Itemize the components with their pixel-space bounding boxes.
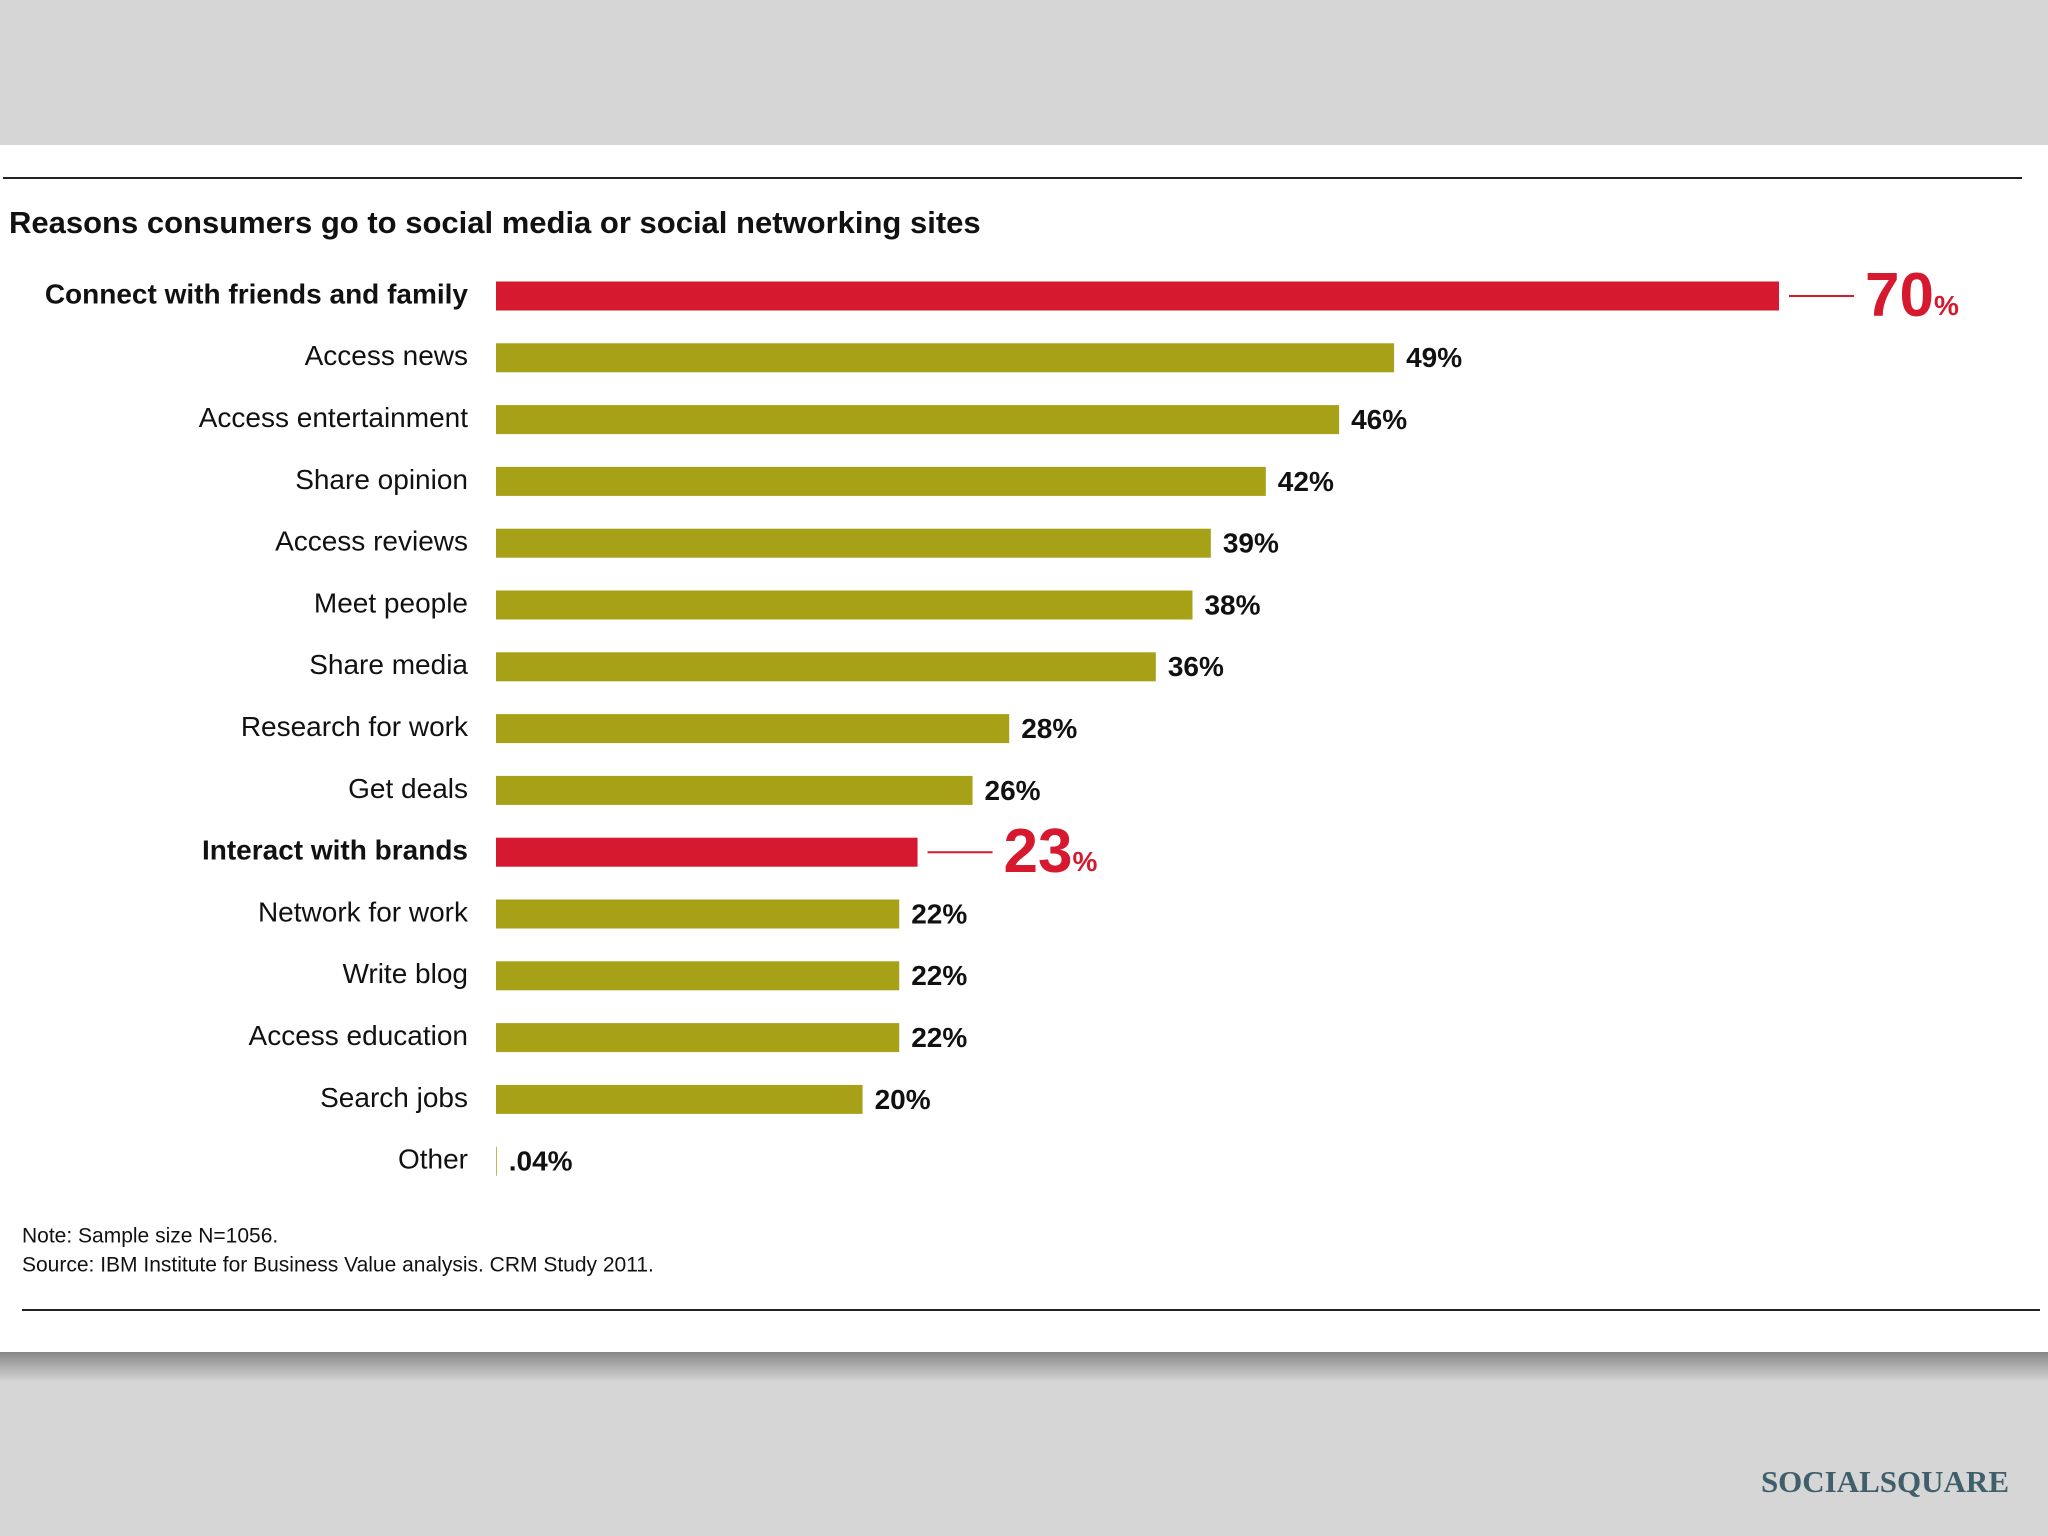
bar	[496, 343, 1395, 373]
category-label: Access news	[305, 340, 468, 371]
bar	[496, 466, 1266, 496]
category-label: Access entertainment	[199, 402, 468, 433]
value-label: 39%	[1223, 528, 1279, 559]
bar	[496, 590, 1193, 620]
value-label: 20%	[875, 1084, 931, 1115]
bar	[496, 528, 1211, 558]
value-label: 22%	[911, 1022, 967, 1053]
note: Note: Sample size N=1056.	[22, 1225, 278, 1248]
chart-title: Reasons consumers go to social media or …	[9, 205, 981, 240]
bar	[496, 1084, 863, 1114]
bar	[496, 1146, 497, 1176]
category-label: Connect with friends and family	[45, 278, 469, 309]
bar	[496, 837, 918, 867]
category-label: Meet people	[314, 587, 468, 618]
category-label: Access education	[249, 1020, 468, 1051]
category-label: Get deals	[348, 773, 468, 804]
bar	[496, 961, 900, 991]
bar	[496, 775, 973, 805]
category-label: Write blog	[342, 958, 468, 989]
note: Source: IBM Institute for Business Value…	[22, 1254, 654, 1277]
value-label: 42%	[1278, 466, 1334, 497]
value-label: .04%	[509, 1146, 573, 1177]
category-label: Share opinion	[295, 464, 468, 495]
value-label: 26%	[985, 775, 1041, 806]
category-label: Network for work	[258, 896, 469, 927]
value-label: 28%	[1021, 713, 1077, 744]
bar	[496, 281, 1779, 311]
category-label: Search jobs	[320, 1082, 468, 1113]
bar	[496, 714, 1010, 744]
bar	[496, 1023, 900, 1053]
value-label: 23%	[1004, 818, 1098, 887]
category-label: Research for work	[241, 711, 469, 742]
bar	[496, 405, 1340, 435]
value-label: 38%	[1204, 589, 1260, 620]
bar	[496, 652, 1156, 682]
value-label: 22%	[911, 898, 967, 929]
category-label: Share media	[309, 649, 468, 680]
category-label: Interact with brands	[202, 835, 468, 866]
category-label: Other	[398, 1144, 468, 1175]
value-label: 49%	[1406, 342, 1462, 373]
value-label: 46%	[1351, 404, 1407, 435]
panel-shadow	[0, 1352, 2048, 1382]
value-label: 22%	[911, 960, 967, 991]
panel	[0, 145, 2048, 1352]
bar	[496, 899, 900, 929]
category-label: Access reviews	[275, 526, 468, 557]
logo: SOCIALSQUARE	[1761, 1464, 2009, 1499]
value-label: 36%	[1168, 651, 1224, 682]
value-label: 70%	[1865, 261, 1959, 330]
